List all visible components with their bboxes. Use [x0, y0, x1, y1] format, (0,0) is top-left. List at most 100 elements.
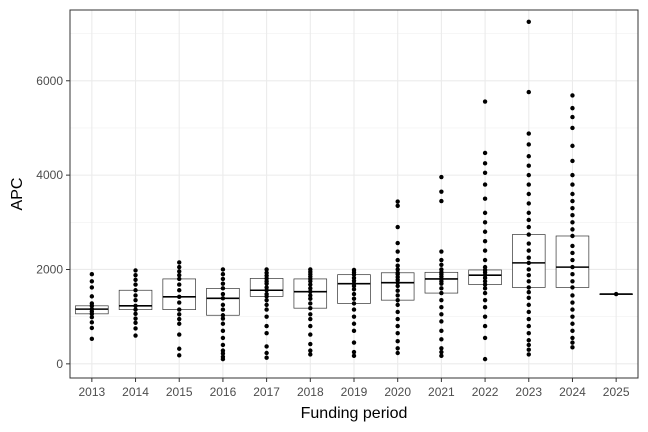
point-2016 [220, 291, 226, 297]
point-2016 [220, 328, 226, 334]
point-2023 [526, 267, 531, 272]
point-2016 [220, 335, 226, 341]
point-2013 [89, 301, 95, 306]
point-2020 [395, 263, 400, 268]
point-2015 [177, 321, 182, 326]
point-2017 [264, 285, 269, 290]
point-2024 [570, 314, 575, 319]
point-2022 [482, 182, 488, 187]
point-2014 [133, 297, 138, 303]
point-2015 [177, 260, 182, 265]
point-2016 [220, 316, 226, 321]
point-2024 [570, 114, 575, 120]
point-2020 [395, 288, 400, 293]
x-tick-label: 2018 [297, 385, 324, 399]
point-2014 [133, 282, 138, 287]
point-2023 [526, 285, 531, 290]
point-2014 [133, 316, 138, 321]
point-2023 [526, 248, 531, 253]
point-2016 [220, 307, 226, 312]
point-2014 [133, 303, 138, 309]
point-2022 [482, 248, 488, 253]
point-2013 [89, 294, 95, 299]
point-2018 [308, 323, 313, 329]
point-2023 [526, 210, 531, 216]
x-tick-label: 2021 [428, 385, 455, 399]
point-2016 [220, 286, 226, 291]
point-2020 [395, 270, 400, 275]
point-2023 [526, 272, 531, 278]
point-2016 [220, 348, 226, 353]
point-2015 [177, 276, 182, 282]
point-2025 [613, 291, 619, 297]
point-2021 [439, 262, 444, 267]
point-2024 [570, 220, 575, 225]
point-2023 [526, 255, 531, 260]
point-2024 [570, 279, 575, 284]
point-2020 [395, 293, 400, 298]
point-2021 [439, 353, 444, 359]
point-2013 [89, 314, 95, 320]
point-2014 [133, 320, 138, 325]
point-2018 [308, 316, 313, 322]
point-2014 [133, 293, 138, 298]
point-2023 [526, 89, 531, 95]
point-2024 [570, 257, 575, 263]
point-2013 [89, 279, 95, 284]
point-2024 [570, 227, 575, 232]
point-2013 [89, 272, 95, 277]
x-tick-label: 2019 [341, 385, 368, 399]
x-tick-label: 2023 [515, 385, 542, 399]
point-2018 [308, 312, 313, 317]
point-2019 [351, 314, 357, 319]
point-2023 [526, 330, 531, 336]
point-2014 [133, 268, 138, 273]
point-2024 [570, 143, 575, 149]
point-2023 [526, 352, 531, 357]
x-tick-label: 2016 [210, 385, 237, 399]
point-2022 [482, 356, 488, 362]
point-2022 [482, 282, 488, 287]
y-tick-label: 4000 [36, 168, 63, 182]
point-2016 [220, 267, 226, 272]
point-2016 [220, 313, 226, 318]
point-2018 [308, 267, 313, 272]
point-2014 [133, 277, 138, 283]
point-2022 [482, 297, 488, 303]
point-2016 [220, 276, 226, 282]
y-tick-label: 0 [56, 357, 63, 371]
point-2023 [526, 131, 531, 136]
point-2020 [395, 267, 400, 272]
point-2018 [308, 282, 313, 287]
point-2023 [526, 201, 531, 206]
point-2024 [570, 125, 575, 131]
point-2021 [439, 312, 444, 317]
point-2024 [570, 264, 575, 270]
point-2016 [220, 342, 226, 348]
point-2023 [526, 217, 531, 223]
point-2022 [482, 170, 488, 175]
point-2024 [570, 205, 575, 211]
point-2024 [570, 328, 575, 334]
point-2017 [264, 270, 269, 275]
point-2015 [177, 282, 182, 287]
point-2023 [526, 224, 531, 230]
y-tick-label: 2000 [36, 262, 63, 276]
point-2021 [439, 346, 444, 351]
point-2023 [526, 154, 531, 159]
point-2023 [526, 19, 531, 24]
x-tick-label: 2022 [472, 385, 499, 399]
point-2022 [482, 314, 488, 319]
x-tick-label: 2015 [166, 385, 193, 399]
point-2022 [482, 290, 488, 296]
point-2022 [482, 323, 488, 329]
point-2020 [395, 257, 400, 263]
point-2014 [133, 288, 138, 293]
point-2024 [570, 213, 575, 218]
point-2018 [308, 293, 313, 298]
x-tick-label: 2020 [384, 385, 411, 399]
point-2023 [526, 309, 531, 315]
point-2024 [570, 182, 575, 187]
point-2021 [439, 319, 444, 324]
x-tick-label: 2014 [122, 385, 149, 399]
